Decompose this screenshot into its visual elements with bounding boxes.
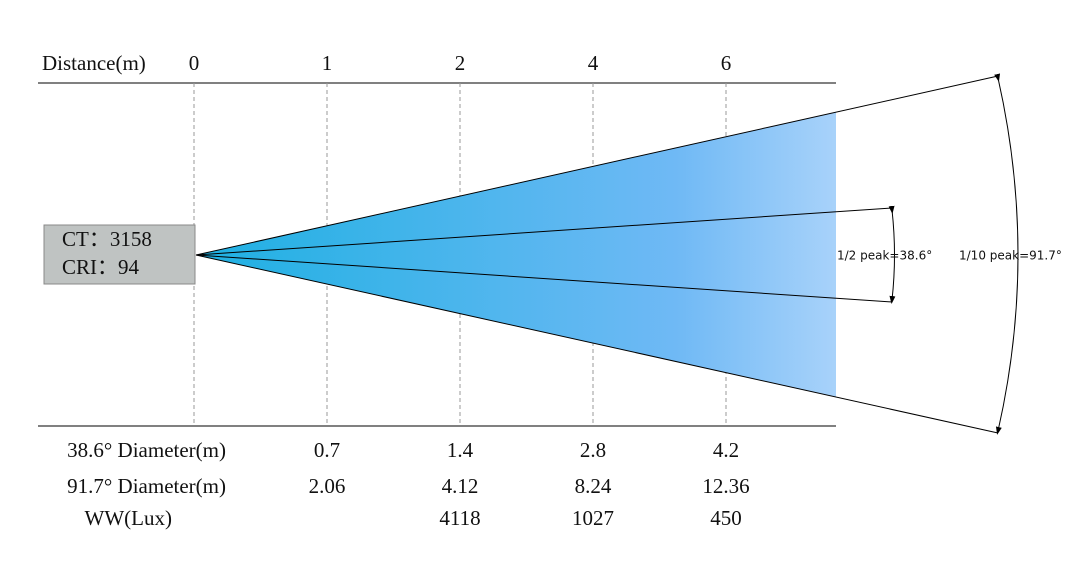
- cell: 2.06: [309, 474, 346, 498]
- cell: 8.24: [575, 474, 612, 498]
- cell: 0.7: [314, 438, 340, 462]
- row-label: 91.7° Diameter(m): [67, 474, 226, 498]
- distance-tick: 4: [588, 51, 599, 75]
- cell: 4.12: [442, 474, 479, 498]
- outer-edge: [195, 75, 999, 256]
- row-label: 38.6° Diameter(m): [67, 438, 226, 462]
- outer-angle-arc: [994, 73, 1019, 435]
- cell: 2.8: [580, 438, 606, 462]
- row-label: WW(Lux): [85, 506, 172, 530]
- inner-edge: [195, 207, 893, 256]
- source-box: [43, 224, 196, 285]
- tenth-peak-label: 1/10 peak=91.7°: [959, 249, 1062, 263]
- distance-tick: 2: [455, 51, 466, 75]
- ct-text: CT：3158: [62, 227, 152, 251]
- cell: 4.2: [713, 438, 739, 462]
- beam-area: [196, 112, 836, 397]
- cell: 12.36: [702, 474, 749, 498]
- cell: 450: [710, 506, 742, 530]
- distance-tick: 6: [721, 51, 732, 75]
- half-peak-label: 1/2 peak=38.6°: [837, 249, 932, 263]
- table: 38.6° Diameter(m) 0.7 1.4 2.8 4.2 91.7° Diame…: [67, 438, 749, 530]
- distance-tick: 0: [189, 51, 200, 75]
- outer-edge: [195, 254, 999, 434]
- cell: 4118: [439, 506, 480, 530]
- distance-label: Distance(m): [42, 51, 146, 75]
- cell: 1.4: [447, 438, 474, 462]
- inner-edge: [195, 254, 893, 303]
- cri-text: CRI：94: [62, 255, 140, 279]
- inner-angle-arc: [888, 205, 896, 304]
- cell: 1027: [572, 506, 614, 530]
- distance-tick: 1: [322, 51, 333, 75]
